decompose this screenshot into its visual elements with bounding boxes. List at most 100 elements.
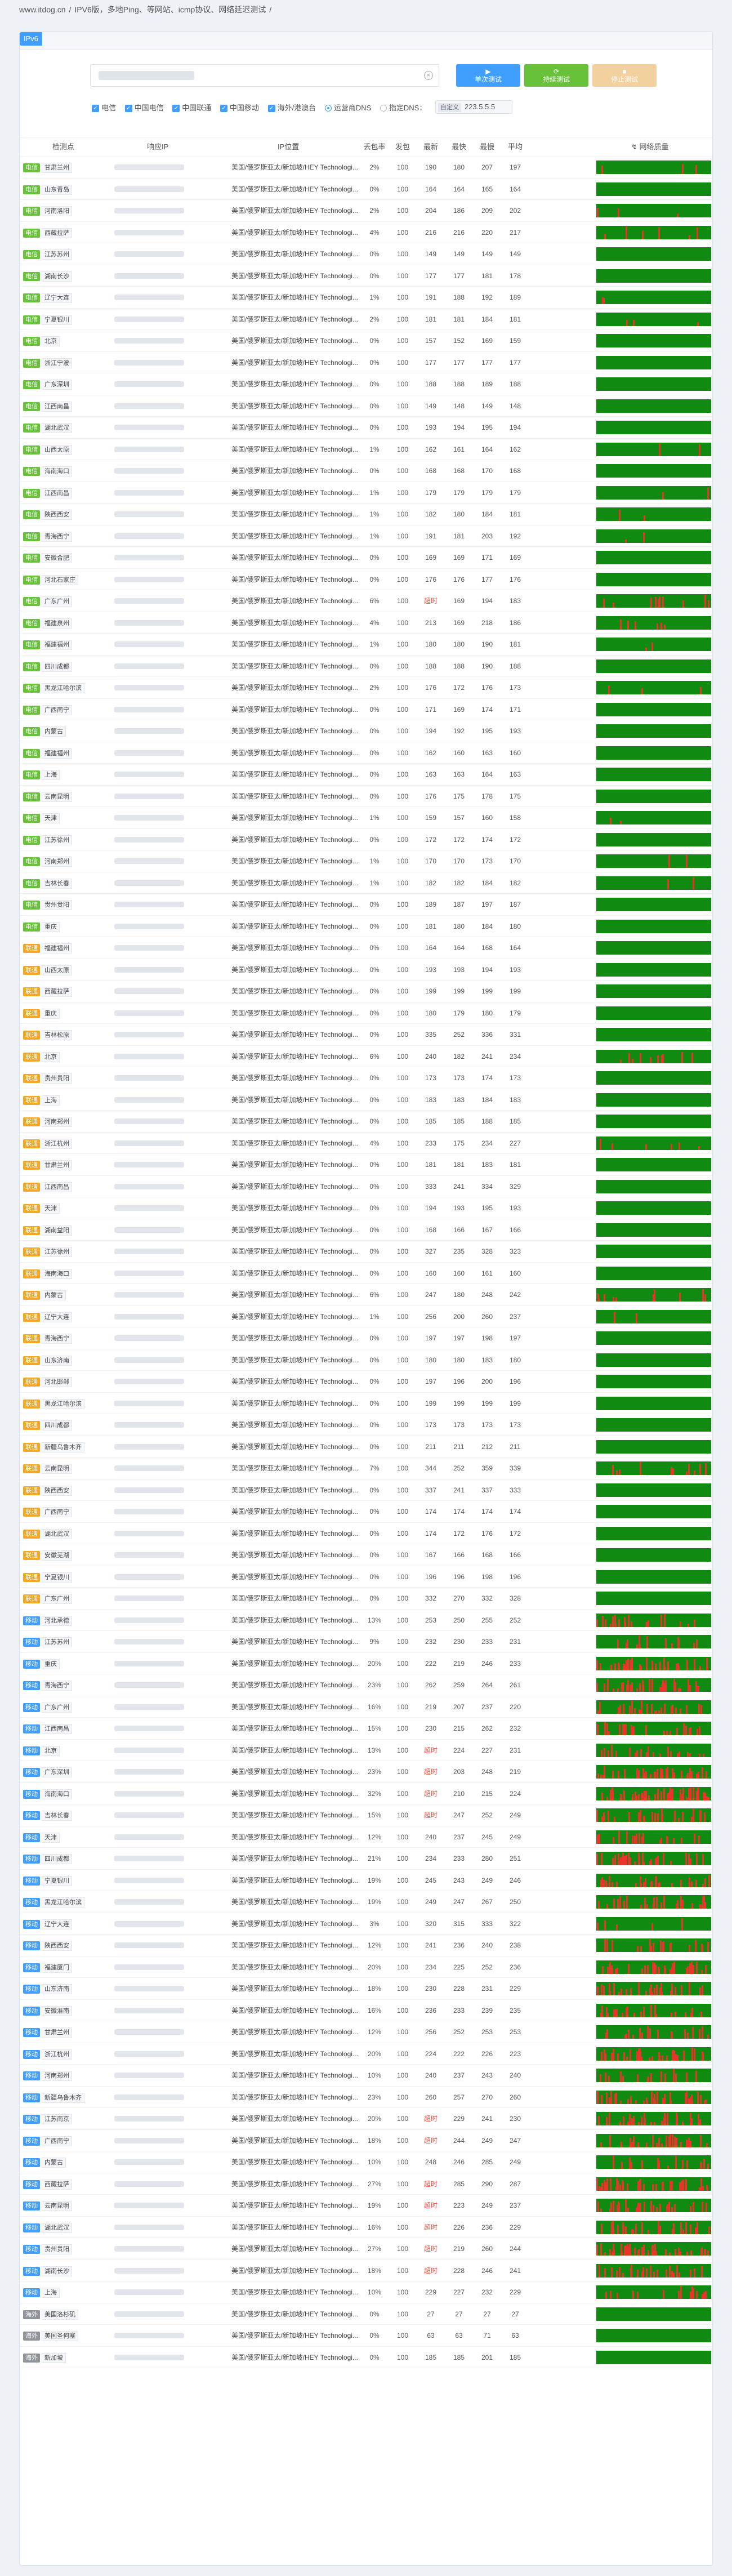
response-ip-redacted [114,1964,184,1970]
cell-slowest: 176 [481,1529,493,1537]
packet-loss-mark [606,1939,608,1952]
isp-checkbox-4[interactable]: ✓ 中国移动 [220,102,259,113]
packet-loss-mark [604,2180,605,2191]
packet-loss-mark [613,2048,614,2061]
packet-loss-mark [689,1768,691,1779]
cell-latest: 超时 [423,2115,438,2123]
cell-latest: 190 [425,163,437,171]
packet-loss-mark [643,2245,645,2256]
table-row: 联通 云南昆明 美国/俄罗斯亚太/新加坡/HEY Technologi... 7% 10… [20,1458,712,1479]
node-name: 海南海口 [42,1268,72,1279]
packet-loss-mark [641,2247,643,2256]
cell-slowest: 183 [481,1161,493,1169]
node-name: 西藏拉萨 [42,987,72,997]
network-quality-sparkline [596,225,711,239]
packet-loss-mark [604,1748,605,1757]
packet-loss-mark [645,1991,647,1995]
cell-latest: 253 [425,1616,437,1624]
cell-fastest: 187 [453,901,465,908]
network-quality-sparkline [596,1526,711,1540]
cell-latest: 193 [425,424,437,431]
header-node[interactable]: 检测点 [52,142,75,151]
cell-latest: 超时 [423,597,438,605]
header-avg[interactable]: 平均 [507,142,523,151]
table-row: 移动 广东广州 美国/俄罗斯亚太/新加坡/HEY Technologi... 16% 1… [20,1696,712,1718]
isp-checkbox-1[interactable]: ✓ 电信 [92,102,116,113]
response-ip-redacted [114,2051,184,2057]
breadcrumb-item[interactable]: IPV6版，多地Ping、等网站、icmp协议、网络延迟测试 [74,5,266,14]
cell-sent: 100 [396,618,409,627]
ip-location: 美国/俄罗斯亚太/新加坡/HEY Technologi... [231,835,358,844]
cell-latest: 183 [425,1095,437,1104]
cell-sent: 100 [396,1508,409,1516]
dns-default-radio[interactable]: 运营商DNS [324,102,371,113]
packet-loss-mark [636,1775,638,1779]
isp-tag: 电信 [23,662,40,671]
header-sent[interactable]: 发包 [395,142,410,151]
cell-slowest: 168 [481,1551,493,1559]
packet-loss-mark [702,1896,704,1909]
network-quality-sparkline [596,2329,711,2342]
header-location[interactable]: IP位置 [278,142,300,151]
header-loss[interactable]: 丢包率 [363,142,386,151]
network-quality-sparkline [596,1266,711,1280]
dns-input[interactable]: 自定义 223.5.5.5 [435,100,513,114]
dns-custom-radio[interactable]: 指定DNS： [380,102,426,113]
node-name: 陕西西安 [42,1941,72,1951]
packet-loss-mark [660,1768,662,1779]
stop-test-button[interactable]: ■ 停止测试 [592,64,657,87]
cell-sent: 100 [396,2115,409,2123]
header-latest[interactable]: 最新 [423,142,438,151]
packet-loss-mark [659,2227,660,2234]
packet-loss-mark [614,2093,616,2104]
packet-loss-mark [708,1874,710,1887]
cell-slowest: 201 [481,2353,493,2361]
packet-loss-mark [675,2074,677,2082]
node-name: 河南郑州 [42,857,72,867]
breadcrumb-site[interactable]: www.itdog.cn [19,5,66,14]
cell-fastest: 199 [453,987,465,995]
packet-loss-mark [674,1811,676,1822]
isp-checkbox-2[interactable]: ✓ 中国电信 [124,102,164,113]
continuous-test-button[interactable]: ⟳ 持续测试 [524,64,588,87]
packet-loss-mark [652,2134,654,2147]
tab-ipv6[interactable]: IPv6 [20,32,42,46]
packet-loss-mark [608,685,610,694]
header-fastest[interactable]: 最快 [451,142,466,151]
packet-loss-mark [675,2249,676,2256]
node-name: 新疆乌鲁木齐 [42,1442,84,1452]
network-quality-sparkline [596,291,711,304]
cell-fastest: 181 [453,315,465,323]
network-quality-sparkline [596,377,711,391]
network-quality-sparkline [596,1700,711,1714]
header-slowest[interactable]: 最慢 [479,142,494,151]
packet-loss-mark [619,1724,621,1735]
cell-sent: 100 [396,1291,409,1299]
table-row: 电信 湖南长沙 美国/俄罗斯亚太/新加坡/HEY Technologi... 0% 10… [20,265,712,287]
packet-loss-mark [681,1771,682,1779]
header-ip[interactable]: 响应IP [147,142,169,151]
single-test-button[interactable]: ▶ 单次测试 [456,64,520,87]
cell-latest: 168 [425,467,437,475]
isp-checkbox-3[interactable]: ✓ 中国联通 [172,102,211,113]
packet-loss-mark [654,1987,655,1995]
cell-latest: 191 [425,532,437,540]
packet-loss-mark [627,2122,629,2125]
cell-fastest: 180 [453,163,465,171]
packet-loss-mark [660,1902,662,1909]
packet-loss-mark [663,1853,664,1865]
target-url-input[interactable] [90,64,439,87]
clear-icon[interactable]: × [424,71,433,80]
packet-loss-mark [696,1686,698,1692]
cell-sent: 100 [396,1876,409,1884]
cell-latest: 173 [425,1074,437,1082]
packet-loss-mark [635,621,636,630]
ip-location: 美国/俄罗斯亚太/新加坡/HEY Technologi... [231,1594,358,1602]
packet-loss-mark [700,687,702,694]
isp-checkbox-5[interactable]: ✓ 海外/港澳台 [267,102,316,113]
packet-loss-mark [654,1794,656,1800]
node-name: 美国圣何塞 [42,2331,78,2341]
packet-loss-mark [651,1679,653,1692]
response-ip-redacted [114,2224,184,2230]
packet-loss-mark [612,1143,613,1150]
